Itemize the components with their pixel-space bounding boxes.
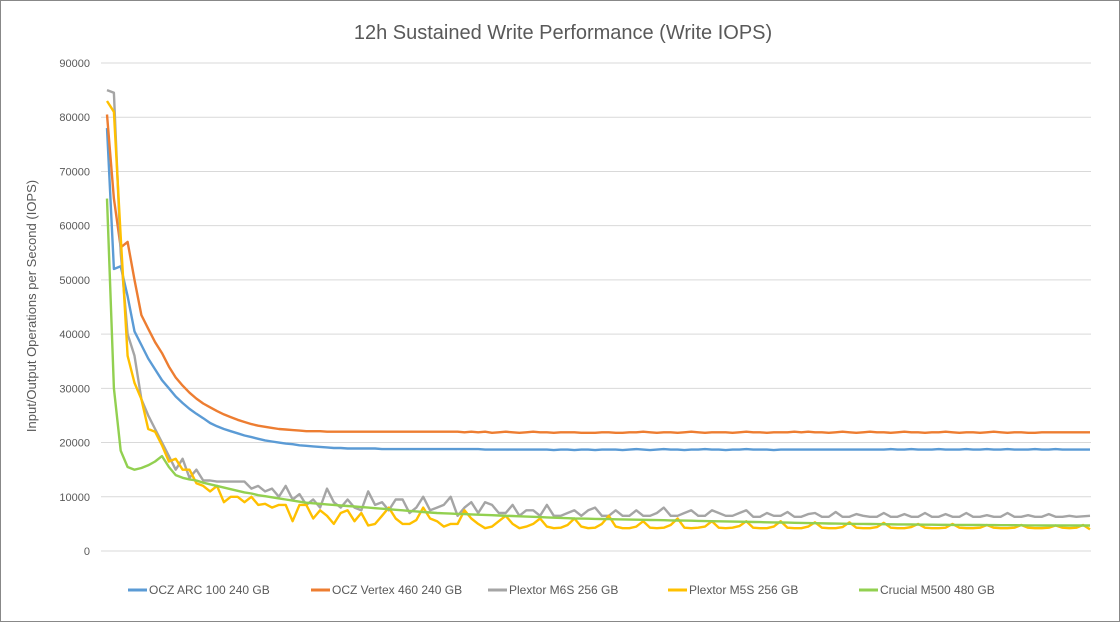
legend: OCZ ARC 100 240 GB OCZ Vertex 460 240 GB P… — [128, 583, 995, 597]
series-line-3 — [105, 100, 1091, 531]
y-tick-label: 50000 — [59, 275, 90, 287]
series-line-0 — [105, 128, 1090, 452]
legend-item: Plextor M6S 256 GB — [488, 583, 618, 597]
series-line-1 — [105, 114, 1090, 434]
y-tick-label: 10000 — [59, 492, 90, 504]
legend-item: Crucial M500 480 GB — [859, 583, 995, 597]
legend-item: OCZ Vertex 460 240 GB — [311, 583, 462, 597]
legend-item: Plextor M5S 256 GB — [668, 583, 798, 597]
series-lines — [105, 88, 1091, 531]
y-tick-label: 30000 — [59, 383, 90, 395]
chart-title: 12h Sustained Write Performance (Write I… — [354, 22, 772, 44]
series-line-4 — [105, 198, 1090, 527]
legend-label: OCZ ARC 100 240 GB — [149, 583, 270, 597]
legend-item: OCZ ARC 100 240 GB — [128, 583, 270, 597]
y-tick-label: 0 — [84, 546, 90, 558]
y-tick-label: 40000 — [59, 329, 90, 341]
gridlines — [101, 62, 1091, 552]
series-line-2 — [106, 88, 1091, 518]
legend-label: Crucial M500 480 GB — [880, 583, 995, 597]
y-tick-label: 90000 — [59, 58, 90, 70]
y-tick-label: 70000 — [59, 166, 90, 178]
legend-label: Plextor M6S 256 GB — [509, 583, 618, 597]
legend-label: OCZ Vertex 460 240 GB — [332, 583, 462, 597]
y-tick-label: 80000 — [59, 112, 90, 124]
y-axis-ticks: 0 10000 20000 30000 40000 50000 60000 70000 8000… — [59, 58, 90, 558]
y-axis-label: Input/Output Operations per Second (IOPS… — [24, 180, 39, 432]
legend-label: Plextor M5S 256 GB — [689, 583, 798, 597]
y-tick-label: 60000 — [59, 221, 90, 233]
y-tick-label: 20000 — [59, 438, 90, 450]
